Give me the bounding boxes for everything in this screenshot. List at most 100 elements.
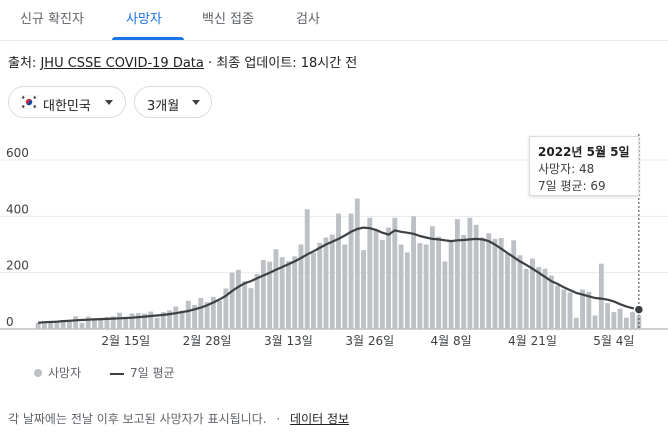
- bar: [154, 317, 160, 329]
- x-tick-label: 4월 21일: [508, 334, 557, 348]
- bar: [417, 243, 423, 329]
- bar: [285, 261, 291, 329]
- footer: 각 날짜에는 전날 이후 보고된 사망자가 표시됩니다. · 데이터 정보: [8, 410, 349, 427]
- legend-bar-swatch: [34, 369, 42, 377]
- bar: [279, 257, 285, 329]
- bar: [379, 239, 385, 329]
- tab-vaccinations[interactable]: 백신 접종: [202, 12, 254, 27]
- bar: [586, 291, 592, 329]
- bar: [479, 237, 485, 329]
- bar: [404, 252, 410, 329]
- source-separator: ·: [208, 56, 213, 71]
- bar: [110, 316, 116, 329]
- x-tick-label: 2월 28일: [183, 334, 232, 348]
- tooltip-date: 2022년 5월 5일: [538, 145, 630, 159]
- hover-point: [633, 304, 645, 315]
- bar: [192, 305, 198, 329]
- bar: [117, 312, 122, 329]
- bar: [260, 259, 266, 329]
- bar: [304, 209, 310, 329]
- bar: [511, 240, 517, 329]
- bar: [148, 311, 154, 329]
- bar: [135, 313, 141, 329]
- bar: [229, 272, 235, 329]
- bar: [323, 237, 329, 329]
- period-label: 3개월: [147, 99, 180, 114]
- chevron-down-icon: [105, 100, 113, 105]
- bar: [517, 255, 523, 329]
- tab-deaths[interactable]: 사망자: [126, 12, 162, 27]
- x-tick-label: 2월 15일: [101, 334, 150, 348]
- footer-note: 각 날짜에는 전날 이후 보고된 사망자가 표시됩니다.: [8, 412, 267, 426]
- tooltip-deaths: 사망자: 48: [538, 162, 595, 176]
- bar: [129, 313, 135, 329]
- bar: [179, 310, 185, 329]
- bar: [542, 268, 548, 329]
- bar: [630, 312, 636, 329]
- y-tick-label: 200: [6, 259, 29, 273]
- x-tick-label: 4월 8일: [431, 334, 472, 348]
- bar: [442, 261, 448, 329]
- source-line: 출처: JHU CSSE COVID-19 Data · 최종 업데이트: 18…: [8, 52, 357, 71]
- bar: [498, 238, 504, 329]
- bar: [235, 269, 241, 329]
- bar: [142, 313, 147, 329]
- bar: [242, 281, 248, 329]
- bar: [85, 316, 91, 329]
- data-info-link[interactable]: 데이터 정보: [290, 412, 350, 426]
- bar: [336, 213, 341, 329]
- source-prefix: 출처:: [8, 56, 37, 71]
- bar: [342, 244, 348, 329]
- bar: [41, 322, 47, 329]
- bar: [598, 263, 604, 329]
- bar: [473, 224, 479, 329]
- period-dropdown[interactable]: 3개월: [134, 86, 212, 118]
- bar: [173, 306, 179, 329]
- bar: [217, 300, 223, 329]
- bar: [436, 236, 442, 329]
- bar: [492, 238, 498, 329]
- bar: [66, 319, 72, 329]
- bar: [35, 322, 41, 329]
- bar: [536, 267, 542, 329]
- bar: [611, 312, 617, 329]
- bar: [623, 317, 629, 329]
- bar: [467, 217, 473, 329]
- bar: [210, 296, 216, 329]
- bar: [254, 274, 260, 329]
- bar: [580, 289, 585, 329]
- deaths-chart: 600 400 200 0 2월 15일 2월 28일 3월 13일 3월 26일 4월 8일 4…: [0, 134, 668, 348]
- bar: [329, 234, 335, 329]
- bar: [54, 320, 60, 329]
- bar: [454, 219, 460, 329]
- bar: [392, 217, 398, 329]
- bar: [348, 213, 354, 329]
- korea-flag-icon: [20, 95, 38, 109]
- x-tick-label: 3월 26일: [345, 334, 394, 348]
- bar: [123, 318, 129, 329]
- x-tick-label: 5월 4일: [593, 334, 634, 348]
- legend-deaths-label: 사망자: [48, 366, 82, 380]
- active-tab-indicator: [112, 37, 184, 40]
- bar: [461, 234, 467, 329]
- bar: [398, 244, 404, 329]
- bar: [48, 321, 54, 329]
- bar: [311, 252, 316, 329]
- bar: [298, 244, 304, 329]
- footer-separator: ·: [276, 412, 281, 426]
- bar: [104, 317, 110, 329]
- bar: [617, 308, 623, 329]
- bar: [292, 256, 298, 329]
- source-link[interactable]: JHU CSSE COVID-19 Data: [40, 56, 204, 71]
- bar: [548, 275, 554, 329]
- country-dropdown[interactable]: 대한민국: [8, 86, 126, 118]
- legend-avg-label: 7일 평균: [130, 366, 175, 380]
- y-tick-label: 0: [6, 315, 14, 329]
- bar: [361, 250, 366, 329]
- tab-tests[interactable]: 검사: [296, 12, 320, 27]
- bar: [317, 242, 323, 329]
- bar: [354, 198, 360, 329]
- bar: [555, 285, 560, 329]
- bar: [204, 302, 210, 329]
- tab-new-cases[interactable]: 신규 확진자: [20, 12, 84, 27]
